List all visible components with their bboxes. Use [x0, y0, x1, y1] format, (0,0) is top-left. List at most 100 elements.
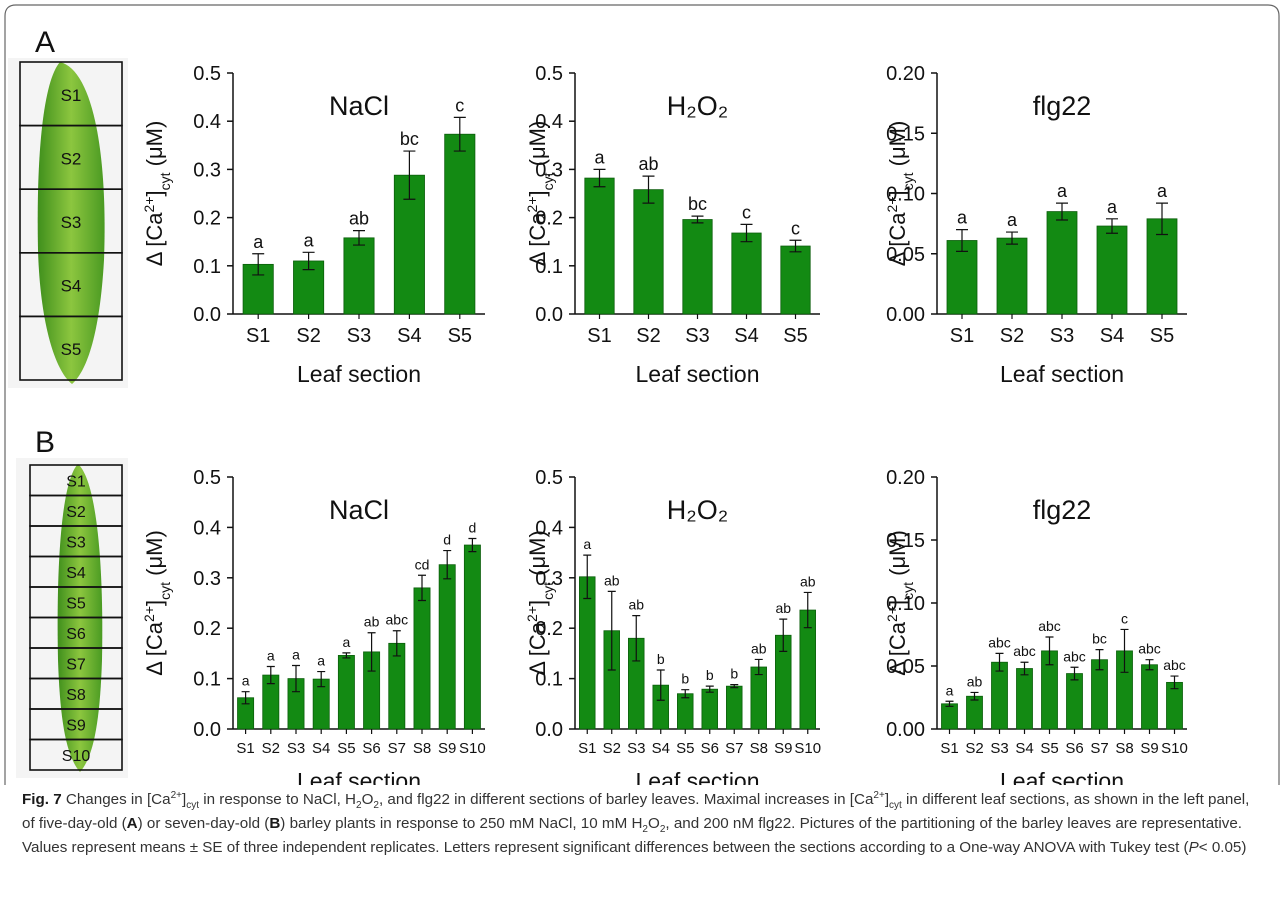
y-axis-label-part: (μM) [885, 530, 910, 582]
x-tick-label: S5 [1040, 740, 1058, 757]
y-axis-label: Δ [Ca2+]cyt (μM) [524, 530, 556, 676]
leaf-section-label: S1 [66, 473, 86, 490]
y-axis-label-part: ] [142, 190, 167, 196]
significance-letter: b [657, 651, 665, 667]
x-tick-label: S3 [685, 325, 709, 347]
y-tick-label: 0.05 [886, 244, 925, 266]
error-bar [1056, 202, 1068, 221]
y-tick-label: 0.05 [886, 656, 925, 678]
x-tick-label: S3 [287, 740, 305, 757]
error-bar [1006, 231, 1018, 245]
error-bar [1095, 649, 1104, 671]
figure: A B S1S2S3S4S5S1S2S3S4S5S6S7S8S9S100.00.… [4, 4, 1280, 785]
x-tick-label: S6 [1065, 740, 1083, 757]
y-axis-label: Δ [Ca2+]cyt (μM) [884, 530, 916, 676]
x-tick-label: S10 [794, 740, 821, 757]
x-tick-label: S4 [1100, 325, 1124, 347]
significance-letter: cd [415, 556, 430, 572]
y-axis-label-part: ] [885, 600, 910, 606]
error-bar [607, 590, 616, 671]
error-bar [1045, 636, 1054, 666]
significance-letter: a [946, 682, 954, 698]
x-tick-label: S1 [236, 740, 254, 757]
bar [337, 655, 355, 730]
y-tick-label: 0.4 [193, 111, 221, 133]
y-axis-label-part: cyt [157, 582, 173, 600]
bar [996, 237, 1028, 315]
y-tick-label: 0.5 [193, 467, 221, 489]
error-bar [342, 652, 351, 659]
y-axis-label-part: cyt [540, 172, 556, 190]
y-tick-label: 0.5 [535, 467, 563, 489]
leaf-section-label: S10 [62, 748, 91, 765]
significance-letter: a [1107, 197, 1118, 217]
error-bar [353, 230, 365, 246]
y-axis-label-part: cyt [157, 172, 173, 190]
y-axis-label-part: ] [142, 600, 167, 606]
x-tick-label: S9 [774, 740, 792, 757]
y-tick-label: 0.3 [193, 159, 221, 181]
error-bar [995, 652, 1004, 672]
y-tick-label: 0.4 [535, 111, 563, 133]
x-tick-label: S2 [603, 740, 621, 757]
error-bar [740, 223, 753, 243]
x-tick-label: S9 [1140, 740, 1158, 757]
y-tick-label: 0.10 [886, 593, 925, 615]
y-axis-label-part: cyt [540, 582, 556, 600]
y-axis-label-part: 2+ [884, 606, 900, 622]
x-tick-label: S2 [1000, 325, 1024, 347]
x-axis-label: Leaf section [635, 768, 759, 785]
significance-letter: a [1007, 210, 1018, 230]
y-tick-label: 0.15 [886, 123, 925, 145]
bar [682, 219, 713, 315]
error-bar [730, 684, 739, 689]
x-axis-label: Leaf section [635, 361, 759, 387]
significance-letter: c [455, 95, 464, 115]
significance-letter: b [681, 671, 689, 687]
y-axis-label-part: (μM) [525, 530, 550, 582]
caption-text: ) barley plants in response to 250 mM Na… [280, 815, 643, 832]
significance-letter: a [304, 230, 315, 250]
bar [966, 695, 983, 730]
y-axis-label-part: 2+ [141, 606, 157, 622]
bar [991, 661, 1008, 730]
y-tick-label: 0.2 [193, 618, 221, 640]
leaf-section-label: S5 [66, 595, 86, 612]
bar [750, 666, 767, 730]
error-bar [1070, 666, 1079, 681]
caption: Fig. 7 Changes in [Ca2+]cyt in response … [22, 788, 1262, 860]
y-axis-label-part: 2+ [524, 196, 540, 212]
y-tick-label: 0.5 [535, 63, 563, 85]
y-axis-label-part: ] [885, 190, 910, 196]
y-axis-label-part: 2+ [524, 606, 540, 622]
significance-letter: a [292, 646, 300, 662]
y-tick-label: 0.0 [535, 719, 563, 741]
error-bar [583, 554, 592, 600]
x-tick-label: S1 [578, 740, 596, 757]
y-axis-label-part: Δ [Ca [885, 212, 910, 267]
chart-title: H₂O₂ [667, 495, 728, 525]
bar [677, 693, 694, 730]
significance-letter: ab [349, 209, 369, 229]
caption-text: in response to NaCl, H [199, 791, 357, 808]
leaf-section-label: S3 [61, 213, 82, 232]
x-axis-label: Leaf section [1000, 361, 1124, 387]
error-bar [443, 549, 452, 580]
significance-letter: ab [800, 573, 816, 589]
y-tick-label: 0.00 [886, 304, 925, 326]
error-bar [1145, 659, 1154, 671]
caption-text: in different leaf sections, as shown in … [22, 791, 1250, 832]
significance-letter: abc [386, 612, 409, 628]
bar [1016, 668, 1033, 730]
caption-text: Changes in [Ca [61, 791, 171, 808]
caption-text: 2 [659, 824, 666, 836]
significance-letter: a [317, 653, 325, 669]
error-bar [632, 615, 641, 662]
error-bar [656, 669, 665, 701]
error-bar [392, 630, 401, 657]
x-tick-label: S1 [950, 325, 974, 347]
caption-text: O [647, 815, 660, 832]
leaf-section-label: S2 [61, 149, 82, 168]
leaf-section-label: S9 [66, 717, 86, 734]
y-axis-label: Δ [Ca2+]cyt (μM) [884, 121, 916, 267]
